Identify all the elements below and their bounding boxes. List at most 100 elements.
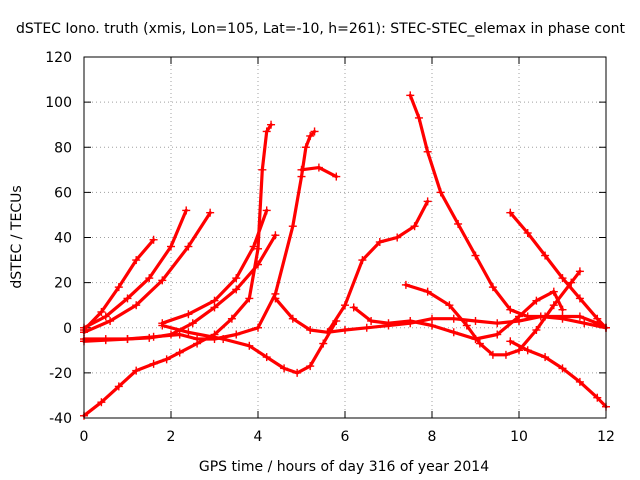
data-point xyxy=(558,312,567,321)
series-arc-14 xyxy=(401,267,584,359)
y-axis-label: dSTEC / TECUs xyxy=(9,185,25,288)
data-point xyxy=(175,330,184,339)
data-point xyxy=(549,301,558,310)
data-point xyxy=(488,283,497,292)
data-point xyxy=(488,350,497,359)
series-arc-16 xyxy=(506,337,610,411)
data-point xyxy=(475,339,484,348)
series-line xyxy=(160,319,338,375)
data-point xyxy=(375,238,384,247)
data-point xyxy=(428,314,436,323)
data-point xyxy=(297,172,306,181)
data-point xyxy=(332,172,341,181)
x-axis-label: GPS time / hours of day 316 of year 2014 xyxy=(199,459,489,475)
data-point xyxy=(301,143,310,152)
series-arc-12 xyxy=(406,91,610,332)
data-point xyxy=(288,222,297,231)
data-point xyxy=(445,301,454,310)
data-point xyxy=(188,319,197,328)
data-point xyxy=(258,165,267,174)
x-tick-label: 10 xyxy=(510,429,528,445)
data-point xyxy=(341,301,349,310)
data-point xyxy=(288,314,297,323)
data-point xyxy=(123,294,132,303)
data-point xyxy=(384,319,393,328)
data-point xyxy=(232,330,241,339)
data-point xyxy=(515,346,523,355)
series-line xyxy=(82,208,188,330)
data-point xyxy=(149,235,158,244)
data-point xyxy=(541,251,550,260)
data-point xyxy=(575,267,584,276)
data-point xyxy=(358,256,367,265)
data-point xyxy=(262,127,271,136)
data-point xyxy=(515,312,523,321)
data-point xyxy=(580,319,589,328)
ticks: 0 2 4 6 8 10 12 -40 -20 0 20 40 60 80 100 120 xyxy=(45,50,615,445)
data-point xyxy=(319,339,328,348)
x-tick-label: 2 xyxy=(167,429,176,445)
y-tick-label: -20 xyxy=(49,366,72,382)
data-point xyxy=(428,321,436,330)
series-line xyxy=(82,233,277,341)
series-line xyxy=(82,123,273,418)
data-point xyxy=(423,197,432,206)
chart-title: dSTEC Iono. truth (xmis, Lon=105, Lat=-1… xyxy=(16,21,626,37)
data-point xyxy=(132,301,141,310)
data-point xyxy=(362,323,371,332)
data-point xyxy=(541,353,550,362)
data-point xyxy=(523,228,532,237)
series-line xyxy=(508,339,608,409)
series-line xyxy=(160,208,269,325)
data-point xyxy=(323,328,332,337)
data-point xyxy=(349,303,358,312)
data-point xyxy=(145,274,154,283)
x-tick-label: 12 xyxy=(597,429,615,445)
x-tick-label: 0 xyxy=(80,429,89,445)
plot-frame xyxy=(83,56,607,419)
series-line xyxy=(404,269,582,357)
data-point xyxy=(567,278,576,287)
data-point xyxy=(106,316,115,325)
data-point xyxy=(158,321,167,330)
data-point xyxy=(162,355,171,364)
series-arc-7 xyxy=(80,127,319,346)
data-point xyxy=(493,319,502,328)
data-point xyxy=(210,303,219,312)
data-point xyxy=(506,337,515,346)
data-point xyxy=(184,328,193,337)
data-point xyxy=(306,131,315,140)
data-point xyxy=(575,294,584,303)
data-point xyxy=(193,335,202,344)
data-point xyxy=(401,280,410,289)
data-point xyxy=(423,287,432,296)
data-point xyxy=(593,393,602,402)
data-point xyxy=(406,316,415,325)
data-point xyxy=(293,368,302,377)
data-point xyxy=(310,127,319,136)
data-point xyxy=(523,346,532,355)
series-arc-15 xyxy=(506,208,610,332)
data-point xyxy=(558,274,567,283)
data-point xyxy=(532,296,541,305)
data-point xyxy=(254,323,262,332)
data-point xyxy=(232,285,241,294)
data-point xyxy=(471,316,480,325)
data-point xyxy=(449,314,458,323)
data-point xyxy=(558,364,567,373)
series-arc-2 xyxy=(80,206,191,332)
data-point xyxy=(501,350,510,359)
data-point xyxy=(314,163,323,172)
data-point xyxy=(254,244,262,253)
data-point xyxy=(575,377,584,386)
series-line xyxy=(82,211,212,334)
data-point xyxy=(306,362,315,371)
series-line xyxy=(326,199,430,334)
data-point xyxy=(436,188,445,197)
data-point xyxy=(262,206,271,215)
series-arc-11 xyxy=(323,197,432,337)
data-point xyxy=(132,366,141,375)
data-point xyxy=(393,233,402,242)
data-point xyxy=(97,398,106,407)
